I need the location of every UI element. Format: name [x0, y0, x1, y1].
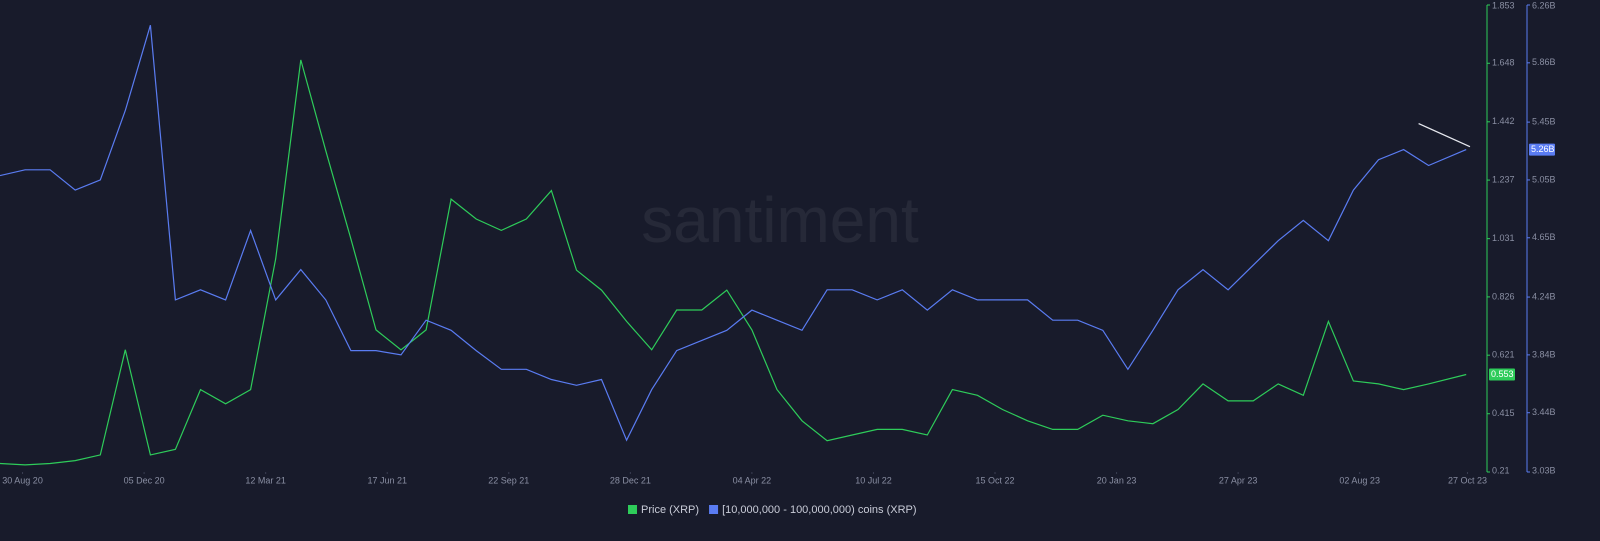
legend-swatch — [628, 505, 637, 514]
y-tick-label: 1.031 — [1492, 233, 1515, 243]
y2-tick-label: 4.65B — [1532, 232, 1556, 242]
y2-tick-label: 5.05B — [1532, 174, 1556, 184]
watermark: santiment — [641, 184, 919, 256]
x-tick-label: 20 Jan 23 — [1097, 475, 1137, 485]
current-value-badge — [1489, 368, 1515, 381]
x-tick-label: 02 Aug 23 — [1339, 475, 1380, 485]
x-tick-label: 27 Oct 23 — [1448, 475, 1487, 485]
x-tick-label: 27 Apr 23 — [1219, 475, 1258, 485]
x-tick-label: 28 Dec 21 — [610, 475, 651, 485]
series-line — [0, 59, 1467, 466]
current-value-label: 5.26B — [1531, 144, 1555, 154]
y-tick-label: 1.853 — [1492, 0, 1515, 10]
y2-tick-label: 6.26B — [1532, 0, 1556, 10]
current-value-label: 0.553 — [1491, 369, 1514, 379]
y-tick-label: 0.21 — [1492, 465, 1510, 475]
x-tick-label: 10 Jul 22 — [855, 475, 892, 485]
y-tick-label: 1.648 — [1492, 58, 1515, 68]
y-tick-label: 0.826 — [1492, 291, 1515, 301]
x-tick-label: 04 Apr 22 — [733, 475, 772, 485]
series-line — [0, 25, 1467, 442]
legend-swatch — [709, 505, 719, 514]
x-tick-label: 05 Dec 20 — [124, 475, 165, 485]
legend-label: [10,000,000 - 100,000,000) coins (XRP) — [722, 504, 916, 516]
x-tick-label: 30 Aug 20 — [2, 475, 43, 485]
x-tick-label: 15 Oct 22 — [976, 475, 1015, 485]
y2-tick-label: 3.84B — [1532, 349, 1556, 359]
x-tick-label: 22 Sep 21 — [488, 475, 529, 485]
y2-tick-label: 3.03B — [1532, 465, 1556, 475]
trendline — [1418, 122, 1471, 148]
y-tick-label: 0.415 — [1492, 408, 1515, 418]
x-tick-label: 12 Mar 21 — [245, 475, 286, 485]
y-tick-label: 1.442 — [1492, 116, 1515, 126]
legend-label: Price (XRP) — [641, 504, 699, 516]
y-tick-label: 1.237 — [1492, 174, 1515, 184]
y2-tick-label: 3.44B — [1532, 407, 1556, 417]
y2-tick-label: 5.45B — [1532, 116, 1556, 126]
y2-tick-label: 5.86B — [1532, 57, 1556, 67]
y2-tick-label: 4.24B — [1532, 291, 1556, 301]
current-value-badge — [1529, 143, 1555, 156]
y-tick-label: 0.621 — [1492, 350, 1515, 360]
x-tick-label: 17 Jun 21 — [367, 475, 407, 485]
